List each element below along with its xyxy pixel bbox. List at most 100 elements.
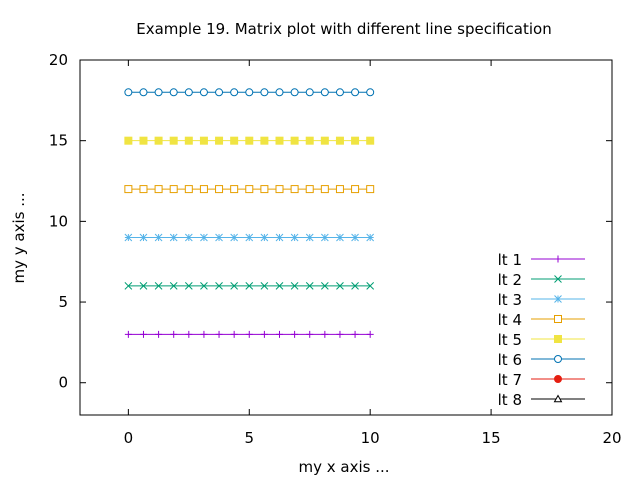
data-point	[366, 330, 374, 338]
data-point	[305, 88, 314, 97]
data-point	[260, 233, 269, 242]
data-point	[200, 282, 208, 290]
x-tick-label: 5	[244, 429, 254, 447]
data-point	[245, 330, 253, 338]
data-point	[124, 88, 133, 97]
data-point	[351, 136, 360, 145]
data-point	[139, 88, 148, 97]
data-point	[366, 185, 375, 194]
data-point	[170, 330, 178, 338]
data-point	[200, 330, 208, 338]
data-point	[200, 233, 208, 242]
data-point	[305, 136, 314, 145]
data-point	[336, 233, 344, 242]
data-point	[260, 330, 268, 338]
data-point	[275, 136, 284, 145]
data-point	[169, 136, 178, 145]
legend-label: lt 3	[498, 291, 522, 309]
data-point	[139, 282, 148, 290]
data-point	[230, 185, 239, 194]
data-point	[139, 233, 148, 242]
legend-entry-8: lt 8	[498, 391, 585, 409]
series-1	[124, 330, 374, 338]
data-point	[245, 282, 254, 290]
y-tick-label: 20	[49, 51, 68, 69]
data-point	[291, 330, 299, 338]
data-point	[154, 233, 163, 242]
data-point	[124, 330, 132, 338]
data-point	[230, 330, 238, 338]
data-point	[335, 136, 344, 145]
y-tick-label: 5	[58, 293, 68, 311]
legend-entry-4: lt 4	[498, 311, 585, 329]
data-point	[215, 136, 224, 145]
data-point	[305, 233, 314, 242]
plot-border	[79, 59, 613, 416]
data-point	[351, 282, 359, 290]
data-point	[245, 185, 254, 194]
data-point	[155, 330, 163, 338]
data-point	[169, 282, 178, 290]
legend-label: lt 2	[498, 271, 522, 289]
data-point	[199, 185, 208, 194]
data-point	[230, 88, 239, 97]
data-point	[305, 282, 314, 290]
data-point	[154, 136, 163, 145]
legend-marker	[554, 315, 562, 323]
data-point	[320, 88, 329, 97]
data-point	[290, 282, 299, 290]
data-point	[336, 282, 344, 290]
data-point	[230, 233, 239, 242]
x-axis-label: my x axis ...	[298, 458, 389, 476]
data-point	[215, 233, 223, 242]
y-tick-label: 10	[49, 212, 68, 230]
data-point	[290, 136, 299, 145]
data-point	[335, 88, 344, 97]
data-point	[260, 185, 269, 194]
data-point	[320, 185, 329, 194]
data-point	[260, 88, 269, 97]
data-point	[169, 233, 178, 242]
data-point	[124, 233, 133, 242]
y-tick-label: 15	[49, 132, 68, 150]
data-point	[366, 136, 375, 145]
data-point	[305, 185, 314, 194]
data-point	[215, 88, 224, 97]
series-6	[124, 88, 375, 97]
series-layer	[124, 88, 375, 338]
data-point	[260, 136, 269, 145]
data-point	[260, 282, 269, 290]
x-tick-label: 20	[602, 429, 621, 447]
data-point	[351, 185, 360, 194]
legend-label: lt 7	[498, 371, 522, 389]
data-point	[321, 330, 329, 338]
data-point	[320, 233, 329, 242]
data-point	[184, 282, 193, 290]
data-point	[185, 330, 193, 338]
y-axis-label: my y axis ...	[10, 192, 28, 283]
data-point	[199, 88, 208, 97]
legend-label: lt 5	[498, 331, 522, 349]
data-point	[275, 282, 284, 290]
legend-label: lt 8	[498, 391, 522, 409]
data-point	[215, 282, 223, 290]
data-point	[290, 88, 299, 97]
legend-marker	[554, 255, 562, 263]
data-point	[351, 233, 359, 242]
data-point	[245, 88, 254, 97]
x-tick-label: 15	[482, 429, 501, 447]
data-point	[139, 136, 148, 145]
data-point	[124, 136, 133, 145]
legend-label: lt 6	[498, 351, 522, 369]
data-point	[184, 88, 193, 97]
data-point	[245, 233, 254, 242]
data-point	[154, 185, 163, 194]
data-point	[139, 185, 148, 194]
data-point	[184, 185, 193, 194]
data-point	[275, 185, 284, 194]
data-point	[154, 282, 163, 290]
legend-marker	[553, 394, 563, 403]
data-point	[320, 136, 329, 145]
data-point	[320, 282, 329, 290]
